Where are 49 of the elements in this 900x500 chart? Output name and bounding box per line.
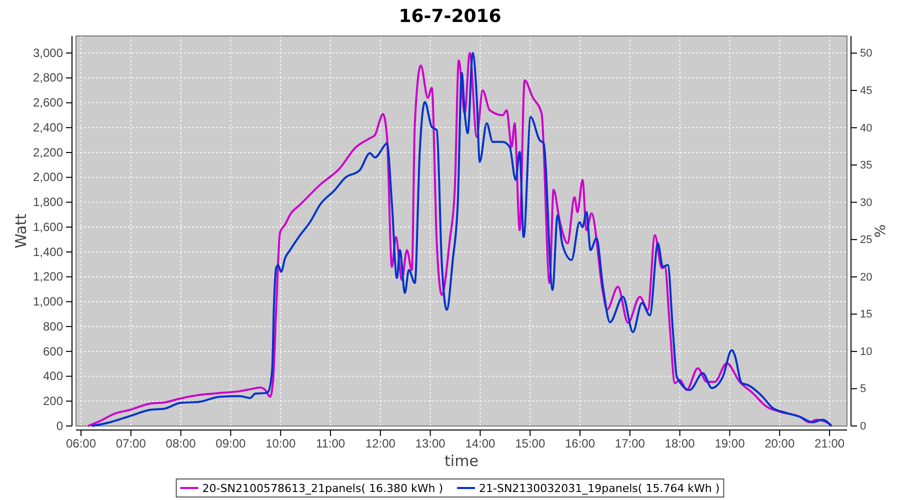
y-tick-label: 1,200 (32, 270, 64, 284)
y-tick-label: 2,400 (32, 120, 64, 134)
x-tick-label: 12:00 (365, 436, 396, 451)
x-tick-label: 06:00 (66, 436, 96, 451)
y-tick-label: 800 (42, 319, 64, 334)
x-tick-label: 11:00 (316, 436, 346, 451)
y-axis-title: Watt (12, 213, 30, 248)
y-tick-label: 1,000 (32, 294, 64, 309)
y2-tick-label: 0 (860, 420, 866, 433)
y2-tick-label: 45 (860, 84, 872, 97)
y2-tick-label: 5 (860, 383, 866, 396)
y-tick-label: 2,600 (32, 96, 64, 110)
x-tick-label: 20:00 (764, 436, 795, 451)
y-tick-label: 1,800 (32, 195, 64, 210)
legend-label: 20-SN2100578613_21panels( 16.380 kWh ) (202, 482, 443, 495)
y-tick-label: 600 (42, 344, 64, 358)
x-axis-title: time (444, 452, 478, 470)
y2-tick-label: 25 (860, 234, 872, 246)
x-tick-label: 10:00 (266, 436, 296, 451)
x-tick-label: 17:00 (614, 436, 646, 451)
x-tick-label: 13:00 (415, 436, 446, 451)
x-tick-label: 19:00 (714, 436, 746, 451)
x-tick-label: 09:00 (216, 436, 246, 451)
x-tick-label: 07:00 (116, 436, 146, 451)
y2-tick-label: 40 (860, 122, 872, 134)
x-tick-label: 08:00 (166, 436, 196, 451)
y-tick-label: 3,000 (32, 46, 64, 60)
y-tick-label: 1,600 (32, 220, 64, 234)
y2-tick-label: 15 (860, 308, 872, 321)
x-tick-label: 16:00 (565, 436, 596, 451)
y2-tick-label: 50 (860, 48, 872, 60)
y-tick-label: 2,200 (32, 145, 64, 160)
x-tick-label: 21:00 (814, 436, 845, 451)
y-tick-label: 1,400 (32, 244, 64, 259)
x-tick-label: 14:00 (465, 436, 496, 451)
y2-tick-label: 30 (860, 196, 872, 209)
legend-label: 21-SN2130032031_19panels( 15.764 kWh ) (479, 482, 720, 495)
y-tick-label: 0 (56, 418, 64, 433)
y2-tick-label: 10 (860, 346, 872, 358)
y-tick-label: 2,800 (32, 70, 64, 85)
y2-tick-label: 35 (860, 160, 872, 172)
y-tick-label: 200 (42, 394, 64, 408)
y2-tick-label: 20 (860, 271, 872, 284)
x-tick-label: 18:00 (664, 436, 696, 451)
y-tick-label: 2,000 (32, 170, 64, 184)
y2-axis-title: % (873, 224, 889, 238)
x-tick-label: 15:00 (515, 436, 546, 451)
chart-title: 16-7-2016 (398, 6, 502, 27)
y-tick-label: 400 (42, 369, 64, 384)
